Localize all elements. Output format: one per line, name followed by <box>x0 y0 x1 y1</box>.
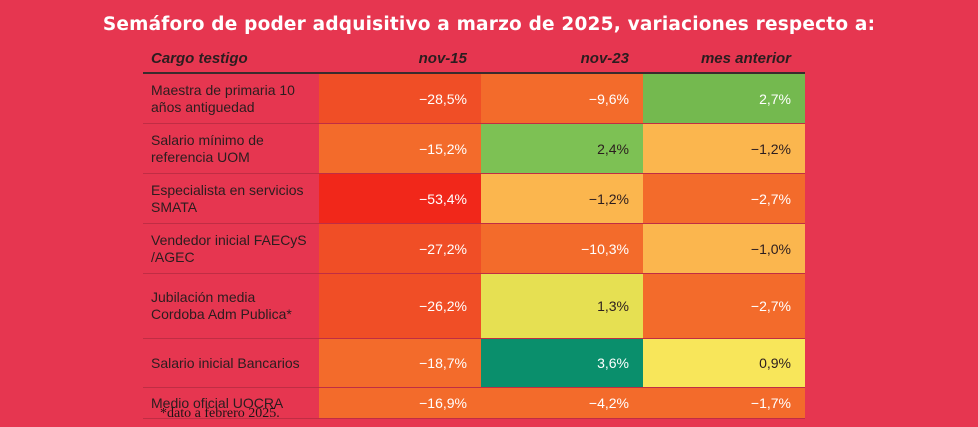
header-nov15: nov-15 <box>418 49 467 67</box>
value-cell-c1: −18,7% <box>319 339 481 387</box>
table-row: Maestra de primaria 10 años antiguedad −2… <box>143 74 805 124</box>
row-label: Salario inicial Bancarios <box>151 354 300 371</box>
header-mes-anterior: mes anterior <box>700 49 791 67</box>
value-cell-c2: −1,2% <box>481 174 643 223</box>
value-cell-c1: −28,5% <box>319 74 481 123</box>
table-row: Salario mínimo de referencia UOM −15,2% 2,… <box>143 124 805 174</box>
footnote: *dato a febrero 2025. <box>160 406 280 421</box>
row-label: Vendedor inicial FAECyS /AGEC <box>151 231 307 265</box>
value-cell-c1: −26,2% <box>319 274 481 338</box>
value-cell-c3: −1,7% <box>643 388 805 418</box>
value-cell-c3: −1,0% <box>643 224 805 273</box>
value-cell-c2: 2,4% <box>481 124 643 173</box>
table-header: Cargo testigo nov-15 nov-23 mes anterior <box>143 44 805 74</box>
semaforo-table: Cargo testigo nov-15 nov-23 mes anterior… <box>143 44 805 419</box>
value-cell-c3: −2,7% <box>643 174 805 223</box>
value-cell-c3: 0,9% <box>643 339 805 387</box>
value-cell-c3: −1,2% <box>643 124 805 173</box>
value-cell-c2: −10,3% <box>481 224 643 273</box>
row-label: Jubilación media Cordoba Adm Publica* <box>151 289 292 322</box>
table-row: Salario inicial Bancarios −18,7% 3,6% 0,9% <box>143 339 805 388</box>
value-cell-c1: −53,4% <box>319 174 481 223</box>
value-cell-c2: 1,3% <box>481 274 643 338</box>
chart-title: Semáforo de poder adquisitivo a marzo de… <box>102 14 876 35</box>
table-row: Vendedor inicial FAECyS /AGEC −27,2% −10,3… <box>143 224 805 274</box>
value-cell-c1: −15,2% <box>319 124 481 173</box>
value-cell-c1: −27,2% <box>319 224 481 273</box>
table-row: Jubilación media Cordoba Adm Publica* −26… <box>143 274 805 339</box>
value-cell-c2: 3,6% <box>481 339 643 387</box>
row-label: Maestra de primaria 10 años antiguedad <box>151 81 295 115</box>
table-row: Medio oficial UOCRA −16,9% −4,2% −1,7% <box>143 388 805 419</box>
table-body: Maestra de primaria 10 años antiguedad −2… <box>143 74 805 419</box>
value-cell-c3: 2,7% <box>643 74 805 123</box>
header-cargo: Cargo testigo <box>151 49 248 67</box>
value-cell-c3: −2,7% <box>643 274 805 338</box>
value-cell-c2: −4,2% <box>481 388 643 418</box>
table-row: Especialista en servicios SMATA −53,4% −1,… <box>143 174 805 224</box>
row-label: Medio oficial UOCRA <box>151 394 284 411</box>
value-cell-c2: −9,6% <box>481 74 643 123</box>
row-label: Especialista en servicios SMATA <box>151 181 304 215</box>
header-nov23: nov-23 <box>580 49 629 67</box>
value-cell-c1: −16,9% <box>319 388 481 418</box>
row-label: Salario mínimo de referencia UOM <box>151 131 264 165</box>
